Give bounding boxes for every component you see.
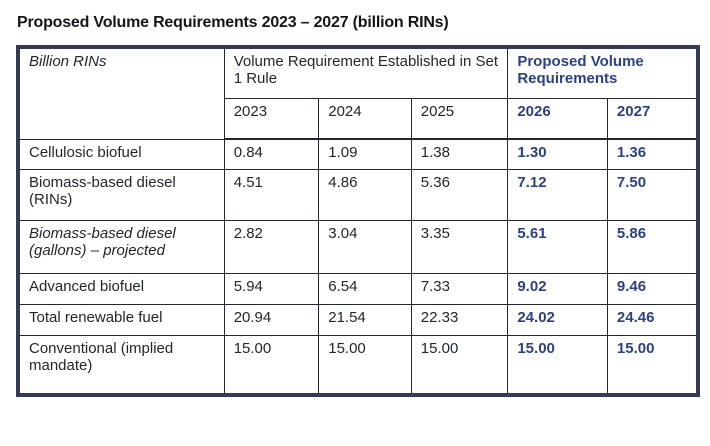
year-header-2024: 2024	[318, 97, 412, 140]
row-label: Biomass-based diesel (RINs)	[17, 168, 225, 221]
value-cell-proposed: 15.00	[606, 334, 699, 396]
row-label: Cellulosic biofuel	[17, 138, 225, 170]
table-row-biomass-diesel-rins: Biomass-based diesel (RINs) 4.51 4.86 5.…	[17, 168, 699, 221]
volume-requirements-table: Billion RINs Volume Requirement Establis…	[16, 45, 700, 397]
value-cell-proposed: 5.61	[507, 219, 608, 274]
value-cell: 2.82	[223, 219, 320, 274]
value-cell-proposed: 24.46	[606, 303, 699, 336]
value-cell: 15.00	[223, 334, 320, 396]
value-cell: 0.84	[223, 138, 320, 170]
value-cell: 15.00	[410, 334, 509, 396]
group-header-proposed: Proposed Volume Requirements	[507, 46, 699, 99]
value-cell-proposed: 1.36	[606, 138, 699, 170]
value-cell: 3.04	[318, 219, 412, 274]
value-cell-proposed: 7.12	[507, 168, 608, 221]
value-cell-proposed: 15.00	[507, 334, 608, 396]
group-header-row: Billion RINs Volume Requirement Establis…	[17, 46, 699, 140]
value-cell: 1.09	[318, 138, 412, 170]
value-cell: 1.38	[410, 138, 509, 170]
row-label: Conventional (implied mandate)	[17, 334, 225, 396]
group-header-set1-rule: Volume Requirement Established in Set 1 …	[223, 46, 509, 99]
table-row-total-renewable-fuel: Total renewable fuel 20.94 21.54 22.33 2…	[17, 303, 699, 336]
value-cell-proposed: 5.86	[606, 219, 699, 274]
value-cell: 3.35	[410, 219, 509, 274]
value-cell-proposed: 24.02	[507, 303, 608, 336]
table-row-cellulosic-biofuel: Cellulosic biofuel 0.84 1.09 1.38 1.30 1…	[17, 138, 699, 170]
value-cell-proposed: 7.50	[606, 168, 699, 221]
year-header-2025: 2025	[410, 97, 509, 140]
value-cell: 5.36	[410, 168, 509, 221]
value-cell: 4.51	[223, 168, 320, 221]
table-row-advanced-biofuel: Advanced biofuel 5.94 6.54 7.33 9.02 9.4…	[17, 272, 699, 305]
table-row-biomass-diesel-gallons: Biomass-based diesel (gallons) – project…	[17, 219, 699, 274]
row-label: Biomass-based diesel (gallons) – project…	[17, 219, 225, 274]
value-cell: 5.94	[223, 272, 320, 305]
value-cell: 6.54	[318, 272, 412, 305]
value-cell: 20.94	[223, 303, 320, 336]
value-cell: 7.33	[410, 272, 509, 305]
value-cell: 21.54	[318, 303, 412, 336]
page-title: Proposed Volume Requirements 2023 – 2027…	[17, 14, 449, 31]
value-cell-proposed: 9.46	[606, 272, 699, 305]
corner-header-billion-rins: Billion RINs	[17, 46, 225, 140]
value-cell: 15.00	[318, 334, 412, 396]
year-header-2026: 2026	[507, 97, 608, 140]
value-cell-proposed: 9.02	[507, 272, 608, 305]
table-row-conventional-implied-mandate: Conventional (implied mandate) 15.00 15.…	[17, 334, 699, 396]
year-header-2023: 2023	[223, 97, 320, 140]
row-label: Advanced biofuel	[17, 272, 225, 305]
year-header-2027: 2027	[606, 97, 699, 140]
row-label: Total renewable fuel	[17, 303, 225, 336]
year-header-row: 2023 2024 2025 2026 2027	[18, 97, 699, 140]
value-cell-proposed: 1.30	[507, 138, 608, 170]
value-cell: 4.86	[318, 168, 412, 221]
value-cell: 22.33	[410, 303, 509, 336]
